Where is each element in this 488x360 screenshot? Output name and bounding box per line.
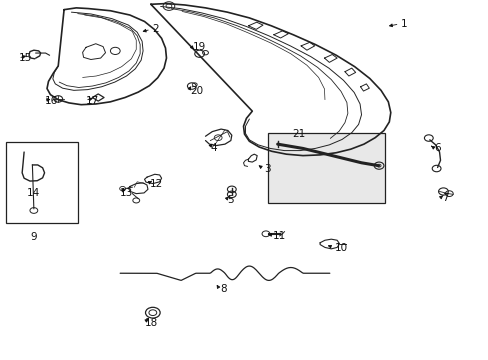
- Bar: [5, 142, 78, 223]
- Text: 21: 21: [292, 129, 305, 139]
- Text: 2: 2: [152, 24, 158, 35]
- Text: 1: 1: [400, 19, 407, 29]
- Text: 20: 20: [189, 86, 203, 96]
- Text: 13: 13: [120, 188, 133, 198]
- Text: 19: 19: [192, 42, 205, 52]
- Text: 16: 16: [44, 96, 58, 106]
- Text: 11: 11: [272, 231, 285, 240]
- Text: 4: 4: [210, 143, 217, 153]
- Text: 7: 7: [441, 193, 447, 203]
- Text: 3: 3: [264, 164, 270, 174]
- Bar: [267, 134, 384, 203]
- Text: 12: 12: [149, 179, 163, 189]
- Text: 8: 8: [220, 284, 226, 294]
- Text: 10: 10: [334, 243, 347, 253]
- Text: 15: 15: [19, 53, 32, 63]
- Text: 9: 9: [30, 232, 37, 242]
- Text: 5: 5: [227, 195, 234, 205]
- Text: 6: 6: [434, 143, 440, 153]
- Text: 18: 18: [144, 319, 158, 328]
- Text: 17: 17: [86, 96, 99, 106]
- Text: 14: 14: [27, 188, 41, 198]
